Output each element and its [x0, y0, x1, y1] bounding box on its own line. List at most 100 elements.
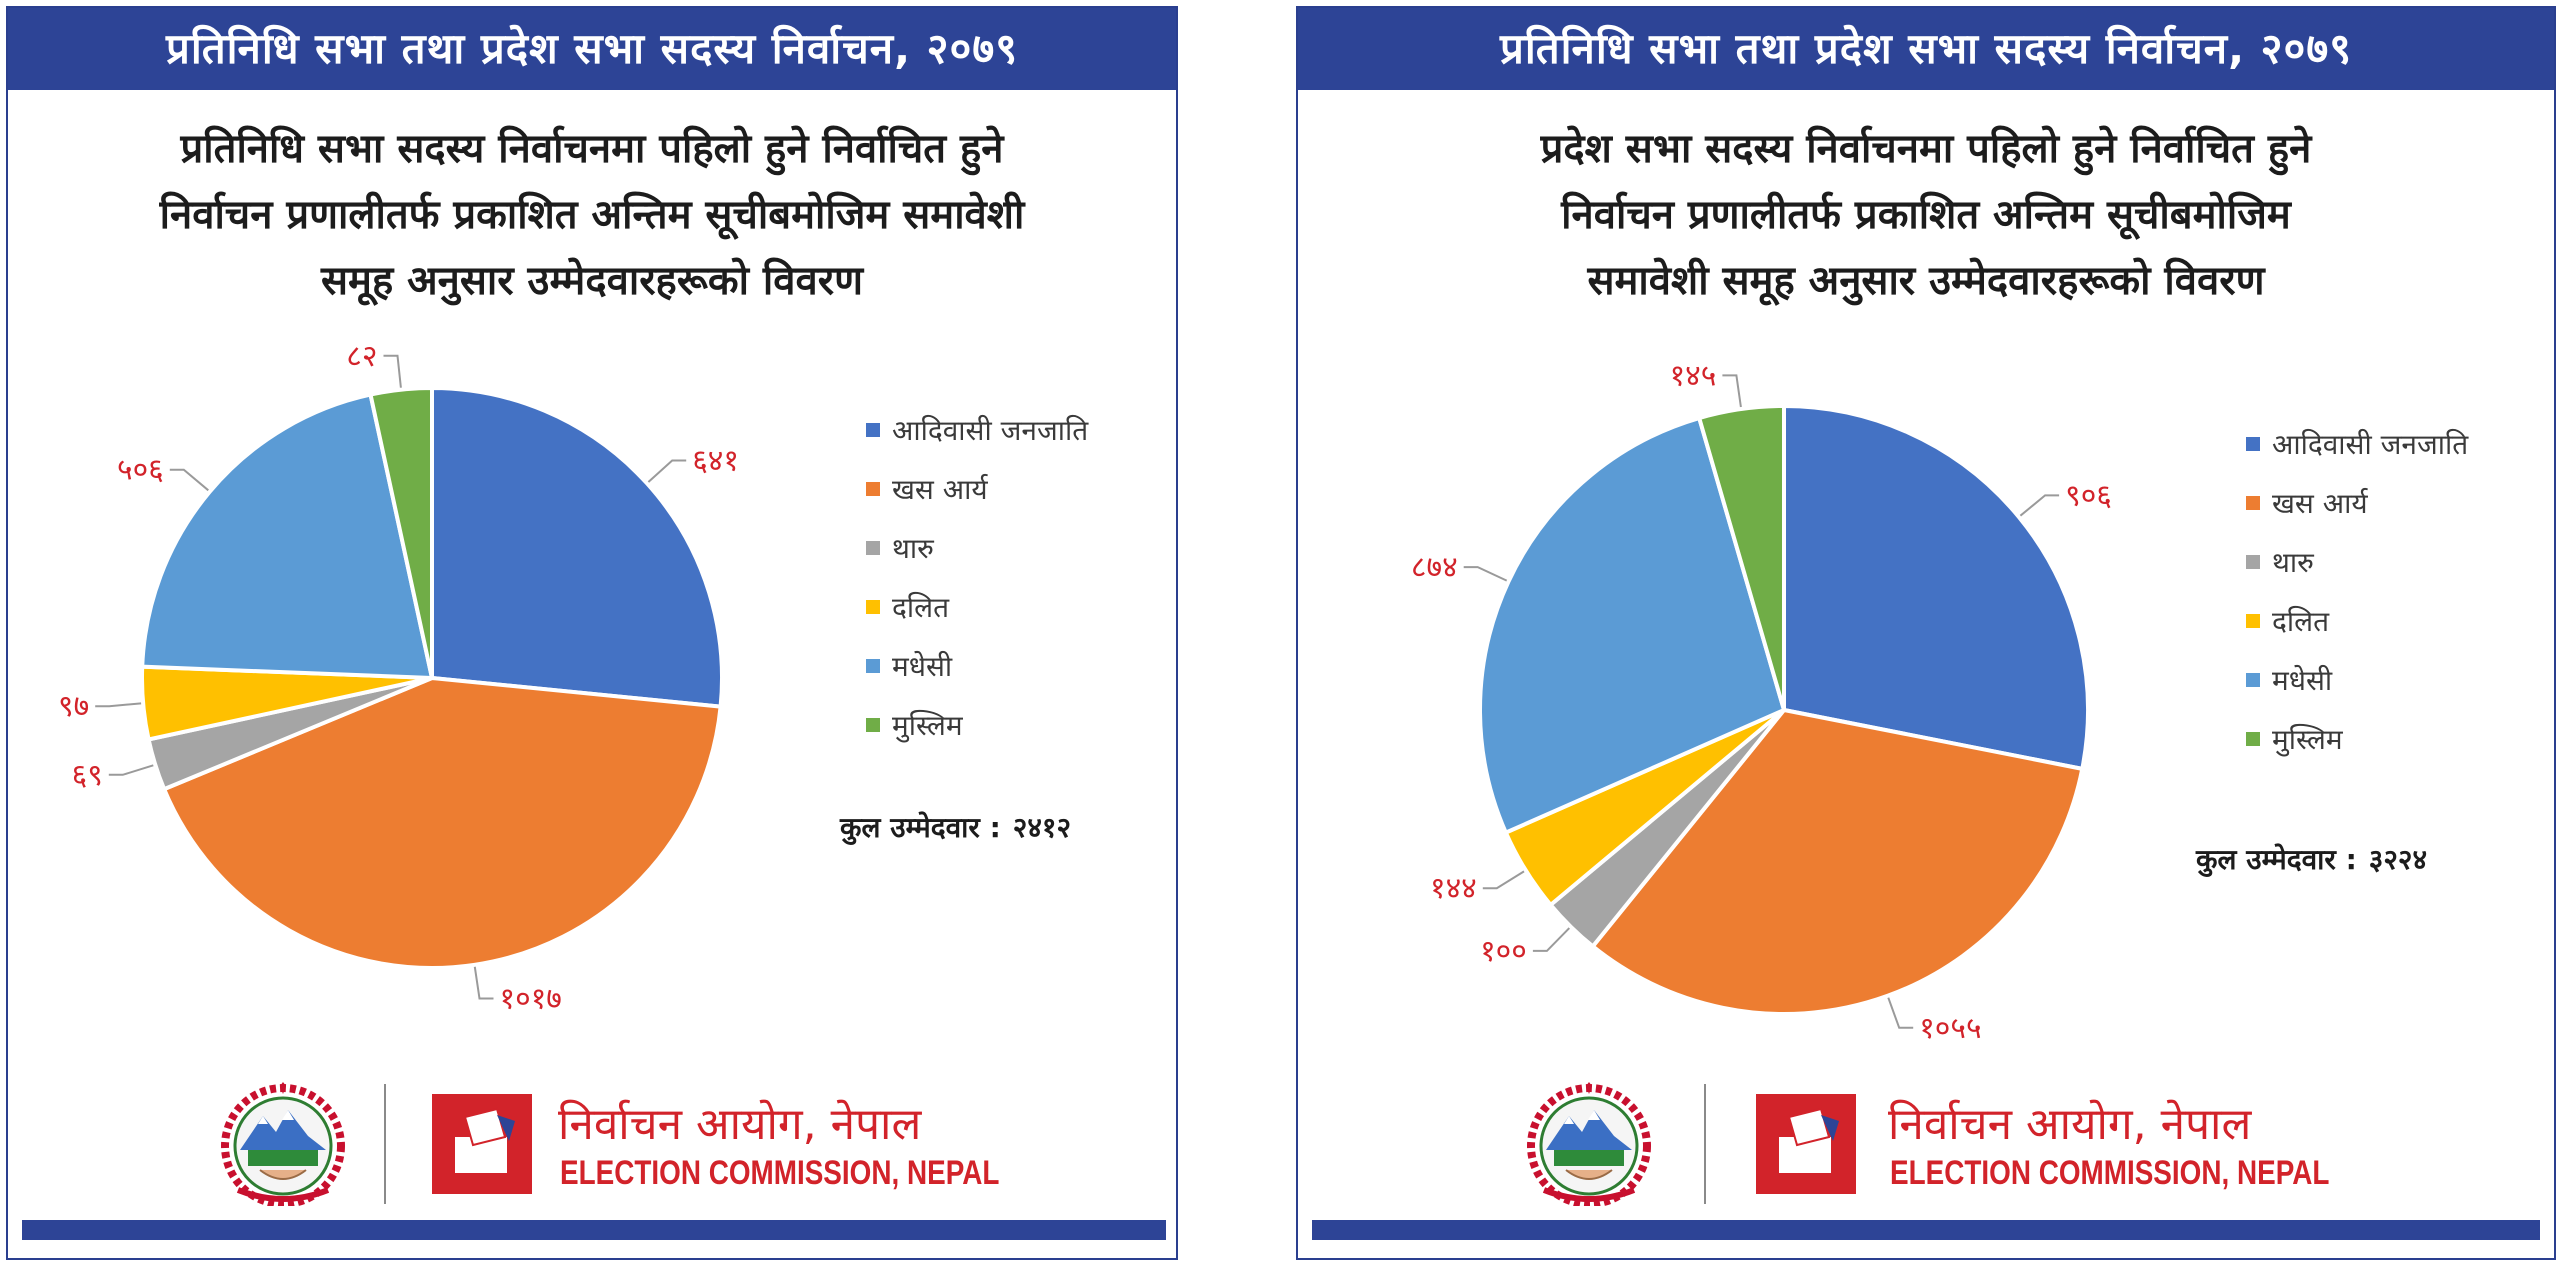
chart-legend: आदिवासी जनजाति खस आर्य थारु दलित मधेसी मुस्लि… [2246, 414, 2468, 768]
ballot-box-icon [432, 1094, 532, 1194]
legend-swatch [2246, 731, 2260, 746]
pie-slice [140, 392, 435, 681]
legend-label: मुस्लिम [2272, 722, 2343, 756]
org-name-en: ELECTION COMMISSION, NEPAL [1890, 1154, 2330, 1192]
pie-slice [430, 385, 724, 709]
leader-line [2019, 494, 2060, 517]
legend-item: मधेसी [866, 636, 1088, 695]
legend-swatch [2246, 613, 2260, 628]
footer-logos: निर्वाचन आयोग, नेपाल ELECTION COMMISSION… [1298, 1070, 2554, 1220]
legend-swatch [866, 422, 880, 437]
subtitle-line: समूह अनुसार उम्मेदवारहरूको विवरण [320, 258, 864, 304]
total-candidates: कुल उम्मेदवार : २४१२ [840, 808, 1071, 846]
leader-line [1887, 997, 1914, 1029]
bottom-bar [22, 1220, 1166, 1240]
data-label: १०१७ [500, 982, 562, 1017]
subtitle-line: समावेशी समूह अनुसार उम्मेदवारहरूको विवरण [1587, 258, 2265, 304]
pie-slice [368, 385, 434, 679]
legend-swatch [866, 540, 880, 555]
panel-provincial-assembly: प्रतिनिधि सभा तथा प्रदेश सभा सदस्य निर्व… [1296, 6, 2556, 1260]
panel-banner: प्रतिनिधि सभा तथा प्रदेश सभा सदस्य निर्व… [8, 8, 1176, 90]
legend-item: खस आर्य [2246, 473, 2468, 532]
legend-label: थारु [2272, 545, 2314, 579]
panel-banner: प्रतिनिधि सभा तथा प्रदेश सभा सदस्य निर्व… [1298, 8, 2554, 90]
leader-line [473, 966, 494, 1000]
ballot-box-icon [1756, 1094, 1856, 1194]
org-name-ne: निर्वाचन आयोग, नेपाल [558, 1099, 922, 1150]
pie-slice [1589, 707, 2085, 1016]
legend-label: खस आर्य [2272, 486, 2368, 520]
legend-label: मधेसी [892, 649, 953, 683]
nepal-emblem-icon [1527, 1082, 1651, 1206]
total-label: कुल उम्मेदवार : [840, 811, 1001, 844]
data-label: १४४ [1430, 871, 1477, 906]
legend-item: मुस्लिम [2246, 709, 2468, 768]
legend-label: आदिवासी जनजाति [2272, 427, 2469, 461]
legend-item: थारु [866, 518, 1088, 577]
leader-line [95, 702, 142, 708]
legend-swatch [2246, 554, 2260, 569]
data-label: ९७ [58, 689, 89, 724]
pie-slice [161, 675, 723, 970]
legend-swatch [2246, 672, 2260, 687]
leader-line [383, 354, 402, 388]
legend-swatch [866, 717, 880, 732]
data-label: ५०६ [117, 453, 164, 488]
data-label: १४५ [1670, 358, 1717, 393]
subtitle-line: प्रदेश सभा सदस्य निर्वाचनमा पहिलो हुने न… [1540, 126, 2312, 172]
leader-line [1722, 374, 1742, 408]
nepal-emblem-icon [221, 1082, 345, 1206]
legend-label: थारु [892, 531, 934, 565]
pie-chart-hor: ६४१ १०१७ ६९ ९७ ५०६ ८२ [58, 339, 739, 1017]
subtitle-line: प्रतिनिधि सभा सदस्य निर्वाचनमा पहिलो हुन… [180, 126, 1004, 172]
total-candidates: कुल उम्मेदवार : ३२२४ [2196, 840, 2427, 878]
leader-line [1482, 870, 1525, 890]
total-value: २४१२ [1012, 811, 1072, 844]
data-label: १०५५ [1919, 1011, 1981, 1046]
data-label: ६९ [72, 758, 103, 793]
pie-slice [1696, 403, 1786, 711]
legend-item: खस आर्य [866, 459, 1088, 518]
pie-slice [1782, 403, 2091, 772]
total-label: कुल उम्मेदवार : [2196, 843, 2357, 876]
legend-swatch [2246, 495, 2260, 510]
legend-item: दलित [2246, 591, 2468, 650]
legend-label: दलित [2272, 604, 2330, 638]
data-label: ६४१ [692, 444, 739, 479]
bottom-bar [1312, 1220, 2540, 1240]
subtitle-line: निर्वाचन प्रणालीतर्फ प्रकाशित अन्तिम सूच… [1561, 192, 2291, 238]
legend-item: मधेसी [2246, 650, 2468, 709]
legend-swatch [866, 481, 880, 496]
total-value: ३२२४ [2368, 843, 2428, 876]
legend-swatch [2246, 436, 2260, 451]
chart-subtitle: प्रतिनिधि सभा सदस्य निर्वाचनमा पहिलो हुन… [48, 116, 1136, 314]
org-name-en: ELECTION COMMISSION, NEPAL [560, 1154, 1000, 1192]
legend-label: मुस्लिम [892, 708, 963, 742]
legend-swatch [866, 599, 880, 614]
leader-line [108, 764, 154, 776]
leader-line [169, 468, 209, 492]
legend-label: खस आर्य [892, 472, 988, 506]
legend-item: मुस्लिम [866, 695, 1088, 754]
data-label: १०० [1480, 934, 1527, 969]
legend-label: मधेसी [2272, 663, 2333, 697]
legend-swatch [866, 658, 880, 673]
org-name-ne: निर्वाचन आयोग, नेपाल [1888, 1099, 2252, 1150]
leader-line [647, 459, 687, 483]
chart-subtitle: प्रदेश सभा सदस्य निर्वाचनमा पहिलो हुने न… [1338, 116, 2514, 314]
pie-slice [1478, 415, 1787, 836]
legend-item: दलित [866, 577, 1088, 636]
leader-line [1532, 927, 1571, 952]
footer-logos: निर्वाचन आयोग, नेपाल ELECTION COMMISSION… [8, 1070, 1176, 1220]
legend-item: थारु [2246, 532, 2468, 591]
data-label: ८२ [346, 339, 377, 374]
legend-label: आदिवासी जनजाति [892, 413, 1089, 447]
subtitle-line: निर्वाचन प्रणालीतर्फ प्रकाशित अन्तिम सूच… [159, 192, 1025, 238]
data-label: ९०६ [2065, 478, 2112, 513]
legend-item: आदिवासी जनजाति [866, 400, 1088, 459]
legend-item: आदिवासी जनजाति [2246, 414, 2468, 473]
data-label: ८७४ [1411, 550, 1458, 585]
panel-house-of-representatives: प्रतिनिधि सभा तथा प्रदेश सभा सदस्य निर्व… [6, 6, 1178, 1260]
legend-label: दलित [892, 590, 950, 624]
